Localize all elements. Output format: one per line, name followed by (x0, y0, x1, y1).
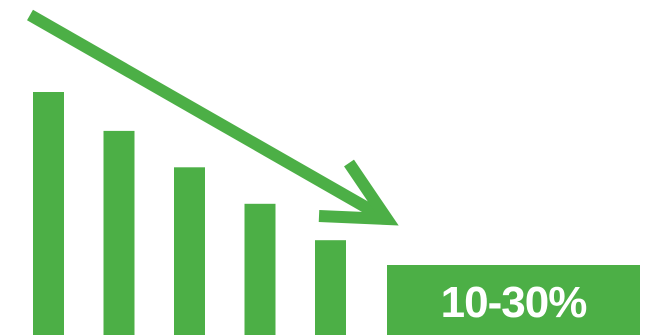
bar-5 (315, 240, 346, 335)
bar-4 (244, 203, 276, 335)
trend-arrow (27, 9, 399, 226)
trend-arrow-shaft (27, 9, 379, 219)
annotation-badge-label: 10-30% (440, 278, 588, 327)
bars-group (33, 92, 346, 335)
annotation-badge-background (387, 265, 640, 335)
trend-arrow-head-icon (318, 159, 399, 226)
bar-2 (103, 130, 135, 335)
bar-3 (174, 167, 205, 335)
bar-1 (33, 92, 64, 335)
